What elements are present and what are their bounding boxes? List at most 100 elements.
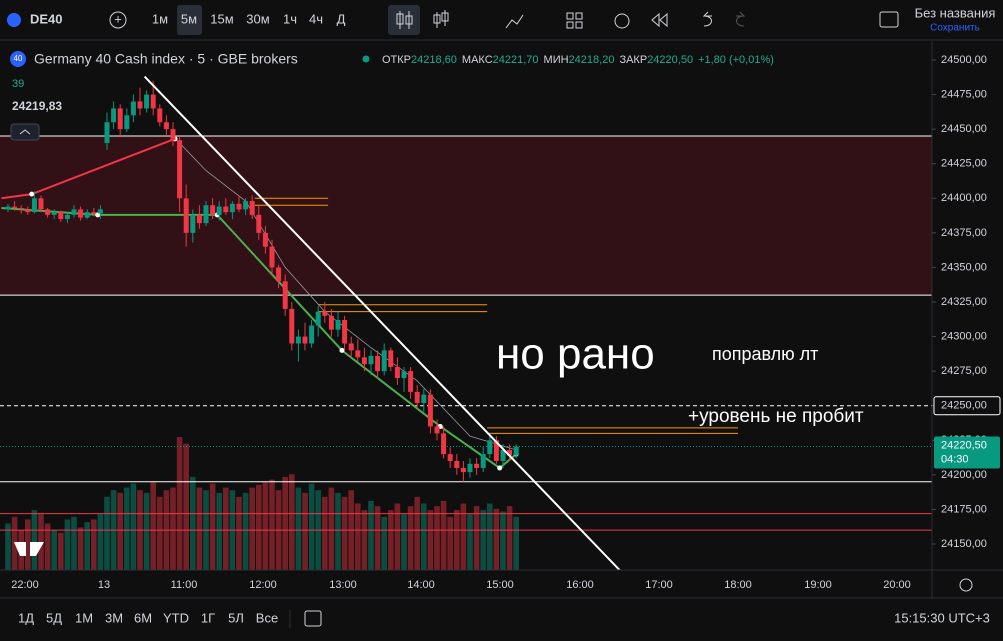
y-tick-label: 24425,00 xyxy=(941,158,987,170)
timeframe[interactable]: 1ч xyxy=(283,11,297,26)
candle-body xyxy=(203,205,209,224)
y-tick-label: 24500,00 xyxy=(941,54,987,66)
collapse-legend[interactable] xyxy=(10,123,40,141)
candle-body xyxy=(249,201,255,215)
settings-icon[interactable] xyxy=(959,578,973,592)
volume-bar xyxy=(341,496,348,570)
indicators-icon[interactable] xyxy=(505,14,524,29)
volume-bar xyxy=(388,510,394,570)
trendline xyxy=(143,75,621,570)
candle-body xyxy=(12,206,18,208)
y-tick-label: 24150,00 xyxy=(941,538,987,550)
y-tick-label: 24275,00 xyxy=(941,365,987,377)
volume-bar xyxy=(25,519,31,570)
range-button[interactable]: 1Г xyxy=(201,610,215,625)
candle-body xyxy=(78,209,84,218)
annotation[interactable]: +уровень не пробит xyxy=(688,406,864,427)
market-status xyxy=(362,55,370,63)
volume-bar xyxy=(460,503,467,570)
range-button[interactable]: YTD xyxy=(163,610,189,625)
undo-icon[interactable] xyxy=(702,11,712,27)
y-tick-label: 24300,00 xyxy=(941,330,987,342)
candle-body xyxy=(447,454,453,462)
replay-icon[interactable] xyxy=(651,12,668,28)
volume-bar xyxy=(473,506,480,570)
volume-bar xyxy=(434,506,440,570)
ohlc-value: 24218,20 xyxy=(569,54,615,66)
candle-body xyxy=(414,391,420,403)
candle-body xyxy=(335,319,341,330)
candle-body xyxy=(71,209,77,215)
range-button[interactable]: 3М xyxy=(105,610,123,625)
anchor-dot xyxy=(497,465,503,471)
y-tick-label: 24375,00 xyxy=(941,227,987,239)
candle-body xyxy=(269,246,275,268)
range-button[interactable]: 5Д xyxy=(46,610,62,625)
volume-bar xyxy=(104,496,110,570)
y-tick-label: 24450,00 xyxy=(941,123,987,135)
layouts-icon[interactable] xyxy=(566,12,583,29)
candle-body xyxy=(388,350,394,367)
candle-body xyxy=(45,209,51,215)
candle-body xyxy=(91,212,97,214)
volume-bar xyxy=(513,516,519,570)
volume-bar xyxy=(209,483,216,570)
bar-icon[interactable] xyxy=(433,10,449,28)
timeframe[interactable]: 5м xyxy=(181,11,197,26)
volume-bar xyxy=(183,443,189,570)
chart-type-active[interactable] xyxy=(388,5,420,35)
last-price-bg xyxy=(934,436,1000,469)
volume-bar xyxy=(355,503,361,570)
candle-body xyxy=(500,449,506,462)
add-symbol[interactable] xyxy=(109,11,127,29)
timeframe[interactable]: Д xyxy=(337,11,346,26)
candle-body xyxy=(31,198,37,213)
ohlc-values: ОТКР24218,60 МАКС24221,70 МИН24218,20 ЗАКР2… xyxy=(382,54,774,66)
range-button[interactable]: Все xyxy=(256,610,278,625)
annotation[interactable]: поправлю лт xyxy=(712,344,818,364)
active-timeframe-bg xyxy=(177,5,202,35)
range-button[interactable]: 1Д xyxy=(18,610,34,625)
volume-bar xyxy=(262,482,269,570)
tradingview-logo[interactable] xyxy=(14,542,44,556)
legend-logo xyxy=(10,51,26,67)
range-button[interactable]: 5Л xyxy=(228,610,244,625)
volume-bar xyxy=(77,527,84,570)
alert-icon[interactable] xyxy=(614,13,630,29)
time-axis: 22:00 13 11:00 12:00 13:00 14:00 15:00 16:00 17:… xyxy=(11,579,911,591)
timeframe[interactable]: 4ч xyxy=(309,11,323,26)
candle-body xyxy=(157,108,163,123)
volume-bar xyxy=(97,514,104,570)
timeframe[interactable]: 15м xyxy=(210,11,233,26)
symbol[interactable]: DE40 xyxy=(30,11,63,26)
volume-bar xyxy=(249,487,255,570)
layout-icon[interactable] xyxy=(879,11,899,28)
volume-bar xyxy=(84,522,90,570)
timeframe[interactable]: 30м xyxy=(246,11,269,26)
candle-body xyxy=(5,206,11,210)
timeframe[interactable]: 1м xyxy=(152,11,168,26)
volume-bar xyxy=(64,519,71,570)
level-label: 24250,00 xyxy=(941,400,987,412)
y-tick-label: 24475,00 xyxy=(941,88,987,100)
clock[interactable]: 15:15:30 UTC+3 xyxy=(894,610,990,625)
candle-body xyxy=(163,122,169,130)
candle-body xyxy=(18,207,24,210)
volume-bar xyxy=(236,496,242,570)
legend-title[interactable]: Germany 40 Cash index · 5 · GBE brokers xyxy=(34,51,298,67)
volume-bar xyxy=(269,479,275,570)
candle-body xyxy=(130,101,136,116)
volume-bar xyxy=(124,487,130,570)
volume-bar xyxy=(91,519,97,570)
candle-body xyxy=(97,209,103,214)
x-tick-label: 17:00 xyxy=(645,579,673,591)
layout-name[interactable]: Без названия xyxy=(915,5,996,20)
volume-bar xyxy=(58,532,64,570)
y-tick-label: 24200,00 xyxy=(941,469,987,481)
volume-bar xyxy=(130,483,137,570)
range-button[interactable]: 6М xyxy=(134,610,152,625)
annotation[interactable]: но рано xyxy=(496,330,655,379)
goto-date-icon[interactable] xyxy=(304,610,322,627)
volume-bar xyxy=(295,487,302,570)
range-button[interactable]: 1М xyxy=(75,610,93,625)
